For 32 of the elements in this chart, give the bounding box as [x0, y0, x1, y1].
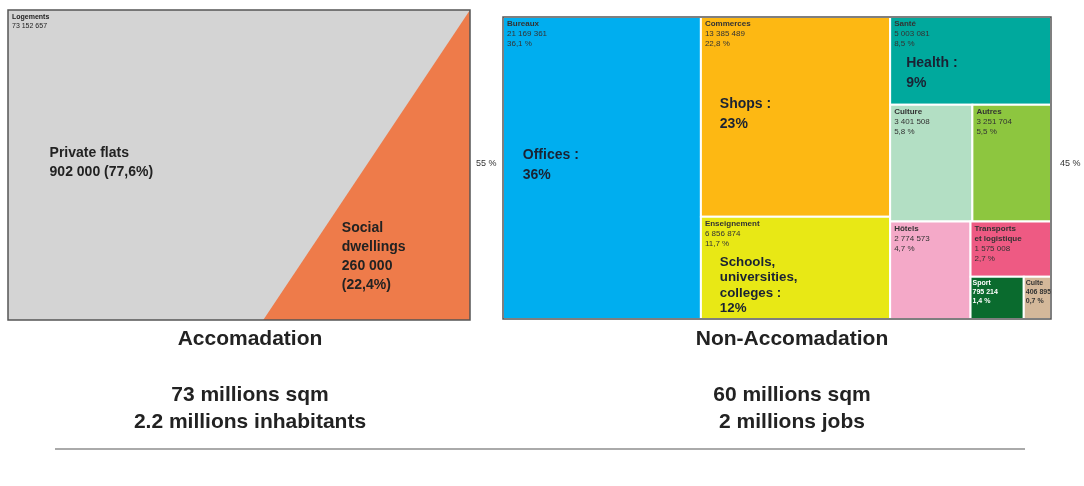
text: 60 millions sqm — [712, 381, 872, 407]
text: 45 % — [1060, 158, 1081, 168]
data-label: 2 774 573 4,7 % — [894, 233, 931, 253]
data-label: 260 000 (22,4%) — [341, 256, 393, 292]
data-label: 5 003 081 8,5 % — [894, 29, 931, 49]
data-label: 6 856 874 11,7 % — [704, 228, 742, 248]
category-label: Hôtels — [894, 223, 920, 233]
text: 73 millions sqm — [170, 381, 330, 407]
category-label: Santé — [894, 19, 917, 29]
text: Non-Accomadation — [694, 326, 890, 350]
text: Accomadation — [176, 326, 324, 350]
text: 55 % — [476, 158, 497, 168]
text: Schools, universities, colleges : 12% — [719, 254, 798, 315]
data-label: 1 575 008 2,7 % — [974, 243, 1011, 263]
category-label: Transports et logistique — [974, 223, 1023, 243]
category-label: Social dwellings — [341, 218, 406, 254]
category-label: Commerces — [704, 19, 752, 29]
data-label: 13 385 489 22,8 % — [704, 29, 746, 49]
text: 2 millions jobs — [718, 408, 866, 434]
text: Health : 9% — [906, 53, 958, 90]
data-label: 21 169 361 36,1 % — [507, 29, 548, 49]
text: 2.2 millions inhabitants — [132, 408, 368, 434]
category-label: Private flats — [49, 144, 130, 161]
category-label: Culture — [894, 107, 923, 117]
data-label: 3 251 704 5,5 % — [976, 117, 1013, 137]
category-label: Enseignement — [704, 218, 760, 228]
category-label: Bureaux — [507, 19, 540, 29]
data-label: 902 000 (77,6%) — [49, 163, 154, 180]
category-label: Autres — [976, 107, 1003, 117]
data-label: 3 401 508 5,8 % — [894, 117, 931, 137]
text: Shops : 23% — [719, 94, 772, 131]
text: Offices : 36% — [522, 145, 579, 182]
